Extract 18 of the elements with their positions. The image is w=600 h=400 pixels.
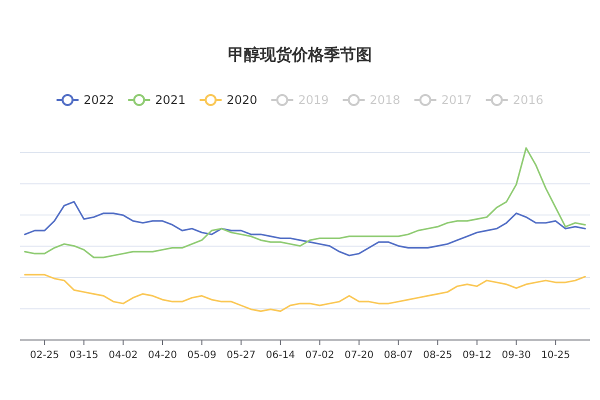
legend-label: 2021 bbox=[155, 93, 186, 107]
x-tick-label: 08-07 bbox=[384, 350, 413, 361]
chart-title: 甲醇现货价格季节图 bbox=[228, 45, 372, 64]
x-tick-label: 05-09 bbox=[187, 350, 216, 361]
x-tick-label: 04-02 bbox=[108, 350, 138, 361]
x-tick-label: 02-25 bbox=[30, 350, 60, 361]
x-tick-label: 03-15 bbox=[69, 350, 98, 361]
legend-label: 2022 bbox=[84, 93, 114, 107]
legend-label: 2020 bbox=[226, 93, 258, 107]
x-tick-label: 04-20 bbox=[148, 350, 178, 361]
x-tick-label: 05-27 bbox=[226, 350, 256, 361]
x-tick-label: 09-30 bbox=[502, 350, 531, 361]
x-tick-label: 09-12 bbox=[462, 350, 492, 361]
x-tick-label: 08-25 bbox=[423, 350, 452, 361]
x-tick-label: 07-02 bbox=[305, 350, 334, 361]
x-tick-label: 07-20 bbox=[344, 350, 374, 361]
x-tick-label: 10-25 bbox=[541, 350, 570, 361]
x-tick-label: 06-14 bbox=[266, 350, 295, 361]
